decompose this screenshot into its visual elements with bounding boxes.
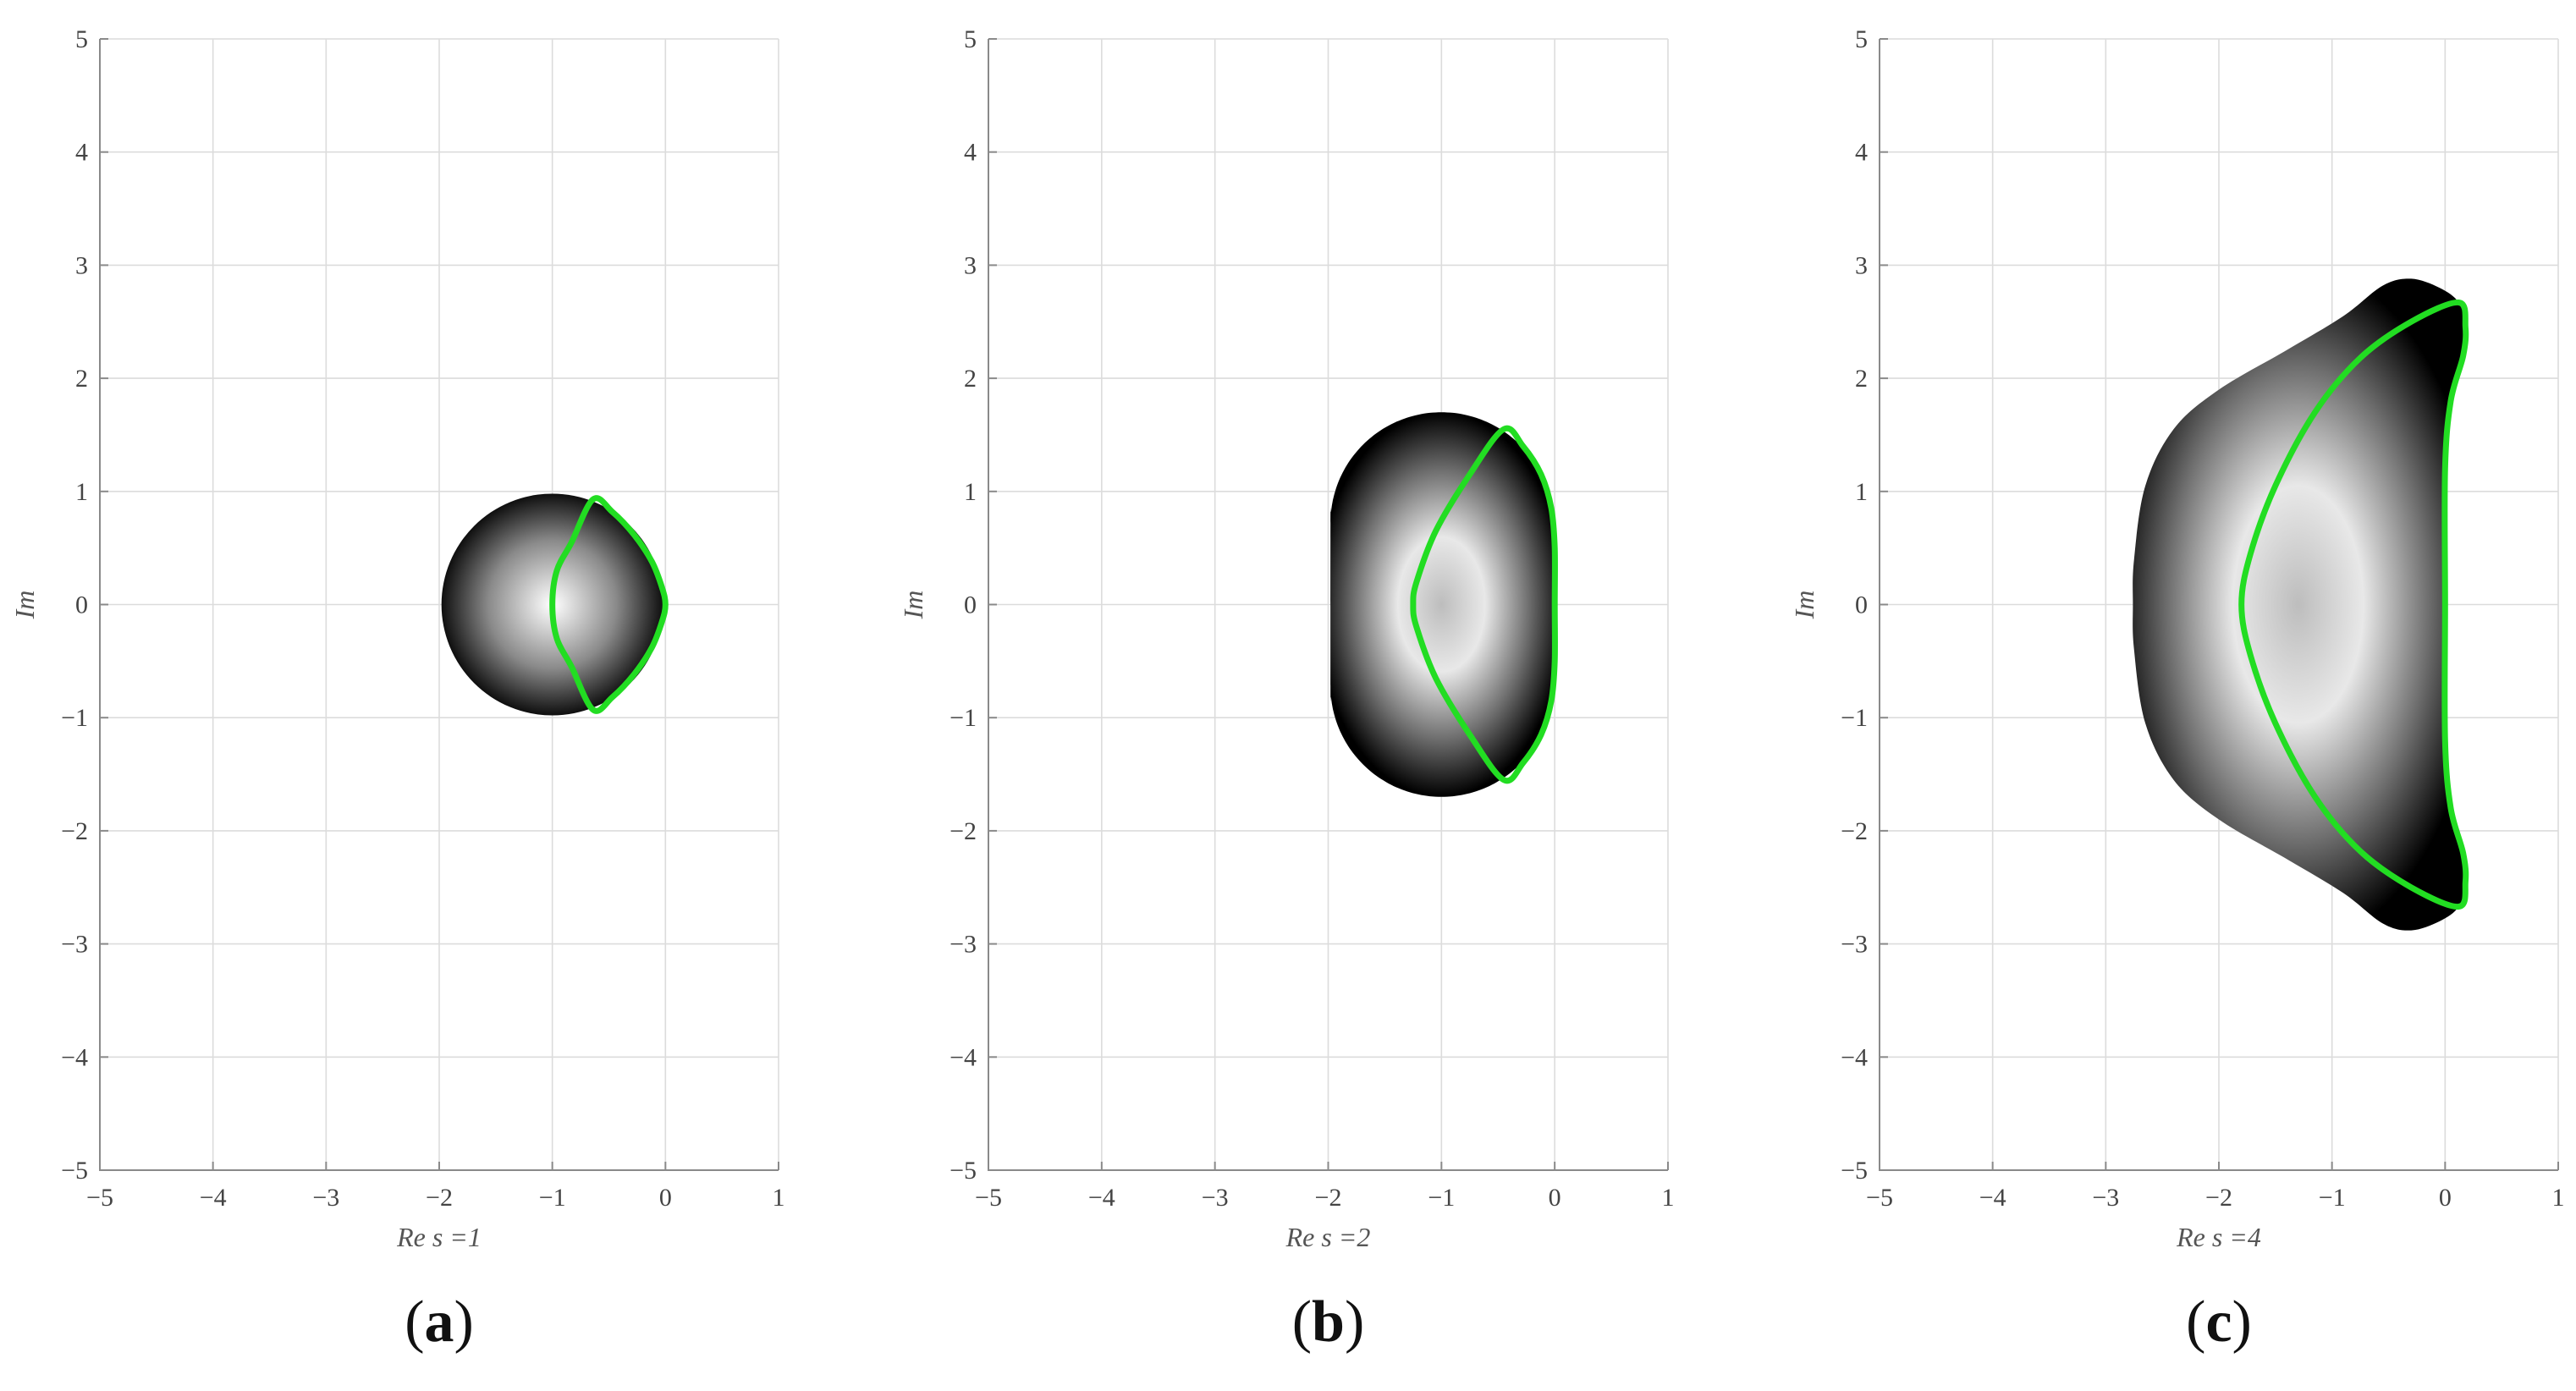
panel-label: (c): [2186, 1289, 2252, 1355]
y-tick-label: 5: [964, 25, 977, 53]
x-axis-label: Re s =4: [2176, 1222, 2261, 1252]
y-tick-label: −3: [949, 931, 977, 959]
y-tick-label: −4: [949, 1043, 977, 1071]
y-tick-label: 3: [1855, 251, 1868, 279]
y-tick-label: 4: [75, 139, 88, 167]
y-tick-label: −1: [61, 704, 88, 732]
y-tick-label: 1: [1855, 478, 1868, 506]
y-axis-label: Im: [9, 591, 40, 620]
y-tick-label: −2: [1841, 817, 1868, 845]
y-tick-label: 2: [1855, 365, 1868, 393]
x-tick-label: 1: [2552, 1184, 2565, 1212]
panel-label: (a): [405, 1289, 474, 1355]
stability-region: [1330, 412, 1553, 797]
y-tick-label: 0: [1855, 591, 1868, 619]
x-tick-label: −2: [1315, 1184, 1342, 1212]
y-tick-label: −5: [61, 1157, 88, 1185]
x-axis-label: Re s =2: [1285, 1222, 1371, 1252]
y-tick-label: 1: [964, 478, 977, 506]
x-tick-label: 0: [1549, 1184, 1561, 1212]
chart-panel-a: −5 −4 −3 −2 −1 0 1 −5 −4 −3 −2 −1 0 1 2 3 4 5 Re s =1 Im (a): [9, 25, 785, 1355]
x-tick-label: 1: [1662, 1184, 1675, 1212]
x-tick-label: −2: [426, 1184, 453, 1212]
y-tick-label: −4: [61, 1043, 88, 1071]
y-tick-label: 5: [75, 25, 88, 53]
x-tick-label: 1: [773, 1184, 785, 1212]
series-line-0: [1410, 425, 1558, 784]
chart-panel-b: −5 −4 −3 −2 −1 0 1 −5 −4 −3 −2 −1 0 1 2 3 4 5 Re s =2 Im (b): [898, 25, 1675, 1355]
y-tick-label: −2: [949, 817, 977, 845]
x-tick-label: −5: [86, 1184, 113, 1212]
x-tick-label: −3: [1202, 1184, 1229, 1212]
x-tick-label: 0: [659, 1184, 672, 1212]
y-tick-label: −1: [949, 704, 977, 732]
y-tick-label: 0: [75, 591, 88, 619]
x-tick-label: −3: [2092, 1184, 2119, 1212]
y-tick-label: −5: [949, 1157, 977, 1185]
x-tick-label: −5: [975, 1184, 1002, 1212]
x-tick-label: −1: [539, 1184, 566, 1212]
y-tick-label: 0: [964, 591, 977, 619]
x-tick-label: −4: [1088, 1184, 1115, 1212]
y-tick-label: 2: [964, 365, 977, 393]
y-axis-label: Im: [1789, 591, 1819, 620]
grid-lines: [988, 38, 1669, 1171]
x-tick-label: −1: [2319, 1184, 2346, 1212]
y-tick-label: 2: [75, 365, 88, 393]
x-tick-label: −3: [312, 1184, 339, 1212]
x-tick-label: −4: [200, 1184, 227, 1212]
y-tick-label: 4: [964, 139, 977, 167]
series-line-0: [2238, 300, 2469, 910]
y-tick-label: 3: [964, 251, 977, 279]
y-tick-label: 4: [1855, 139, 1868, 167]
panel-label: (b): [1292, 1289, 1365, 1355]
x-tick-label: −4: [1979, 1184, 2006, 1212]
chart-panel-c: −5 −4 −3 −2 −1 0 1 −5 −4 −3 −2 −1 0 1 2 3 4 5 Re s =4 Im (c): [1789, 25, 2565, 1355]
x-tick-label: −2: [2205, 1184, 2232, 1212]
y-axis-label: Im: [898, 591, 928, 620]
y-tick-label: −3: [1841, 931, 1868, 959]
y-tick-label: −3: [61, 931, 88, 959]
x-tick-label: −5: [1866, 1184, 1893, 1212]
y-tick-label: 1: [75, 478, 88, 506]
grid-lines: [99, 38, 779, 1171]
y-tick-label: −4: [1841, 1043, 1868, 1071]
y-tick-label: −1: [1841, 704, 1868, 732]
y-tick-label: 5: [1855, 25, 1868, 53]
stability-region: [2133, 278, 2466, 931]
y-tick-label: −2: [61, 817, 88, 845]
x-axis-label: Re s =1: [396, 1222, 482, 1252]
y-tick-label: 3: [75, 251, 88, 279]
x-tick-label: −1: [1428, 1184, 1455, 1212]
series-line-0: [549, 495, 669, 714]
y-tick-label: −5: [1841, 1157, 1868, 1185]
x-tick-label: 0: [2439, 1184, 2452, 1212]
